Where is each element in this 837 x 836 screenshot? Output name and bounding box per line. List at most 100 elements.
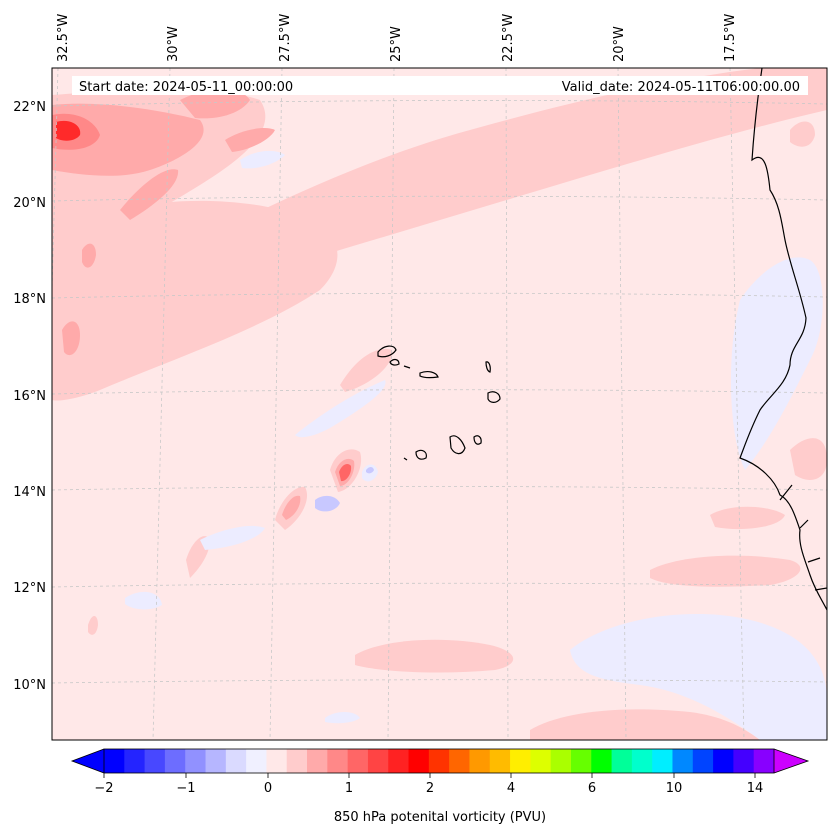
colorbar-segment [449, 749, 471, 773]
colorbar-segment [185, 749, 207, 773]
lat-label-20n: 20°N [13, 196, 46, 211]
lon-label-25w: 25°W [389, 26, 404, 62]
colorbar-segment [550, 749, 572, 773]
colorbar-segment [591, 749, 613, 773]
lat-label-18n: 18°N [13, 292, 46, 307]
colorbar-tick-label: 4 [507, 781, 515, 796]
colorbar-outline-ends-right [773, 748, 810, 774]
colorbar-segment [469, 749, 491, 773]
colorbar-segment [631, 749, 653, 773]
colorbar-outline-ends [70, 748, 105, 774]
cape-verde-islands [377, 345, 501, 461]
colorbar-segment [144, 749, 166, 773]
pv-s-neg2 [200, 525, 265, 550]
pv-central-pos-mid [282, 495, 301, 520]
lat-label-10n: 10°N [13, 678, 46, 693]
pv-e-blob [790, 438, 827, 480]
pv-se-blob [710, 506, 785, 530]
pv-central-neg3 [366, 467, 374, 474]
pv-s-neg3 [325, 712, 360, 724]
colorbar-segment [124, 749, 146, 773]
colorbar-tick-label: 10 [666, 781, 683, 796]
colorbar-segment [530, 749, 552, 773]
colorbar-extend-max [774, 749, 808, 773]
colorbar-segment [246, 749, 268, 773]
pv-w-blob [62, 321, 80, 356]
colorbar-outline [103, 748, 775, 774]
colorbar-segment [408, 749, 430, 773]
header-box [72, 76, 808, 95]
colorbar-segment [388, 749, 410, 773]
pv-south-positive [355, 639, 514, 673]
pv-north-blob [790, 121, 815, 147]
map-frame [51, 67, 828, 741]
pv-southeast-positive [650, 555, 801, 587]
pv-nw-streak2 [225, 128, 275, 152]
colorbar-segment [570, 749, 592, 773]
map-area[interactable] [40, 68, 827, 740]
colorbar-segment [510, 749, 531, 773]
colorbar-segments [104, 749, 775, 773]
colorbar-tick-label: 0 [264, 781, 272, 796]
pv-central-pos2-strong [339, 464, 352, 482]
pv-east-negative [730, 257, 823, 470]
pv-north-neg [240, 150, 285, 169]
lat-label-16n: 16°N [13, 389, 46, 404]
lon-label-17-5w: 17.5°W [723, 14, 738, 62]
gridlines [52, 68, 827, 740]
colorbar-segment [692, 749, 714, 773]
colorbar-extend-min [72, 749, 104, 773]
colorbar-segment [733, 749, 755, 773]
start-date-text: Start date: 2024-05-11_00:00:00 [79, 80, 293, 95]
colorbar-tick-label: 6 [588, 781, 596, 796]
colorbar: −2 −1 0 1 2 4 6 10 14 850 hPa potenital … [70, 748, 810, 825]
colorbar-label: 850 hPa potenital vorticity (PVU) [334, 810, 546, 825]
colorbar-segment [367, 749, 389, 773]
lat-label-14n: 14°N [13, 485, 46, 500]
lon-label-22-5w: 22.5°W [501, 14, 516, 62]
colorbar-segment [611, 749, 633, 773]
pv-central-band [340, 349, 393, 392]
colorbar-segment [327, 749, 349, 773]
valid-date-text: Valid_date: 2024-05-11T06:00:00.00 [562, 80, 800, 95]
pv-w-blob2 [82, 243, 96, 268]
coastline [739, 68, 827, 611]
pv-central-neg-streak [295, 380, 386, 438]
colorbar-segment [428, 749, 450, 773]
pv-nw-peak [56, 120, 81, 141]
lat-label-12n: 12°N [13, 581, 46, 596]
colorbar-segment [347, 749, 369, 773]
colorbar-tick-label: 14 [747, 781, 764, 796]
colorbar-segment [164, 749, 186, 773]
pv-s-neg [125, 591, 162, 610]
pv-s-blob2 [88, 615, 98, 635]
colorbar-tick-label: 1 [345, 781, 353, 796]
pv-nw-streak [120, 169, 179, 220]
lon-label-27-5w: 27.5°W [278, 14, 293, 62]
lon-label-30w: 30°W [166, 26, 181, 62]
colorbar-segment [266, 749, 288, 773]
colorbar-segment [307, 749, 328, 773]
pv-south-positive2 [530, 709, 760, 740]
pv-band-west [52, 200, 338, 401]
colorbar-segment [652, 749, 674, 773]
colorbar-segment [104, 749, 125, 773]
lon-label-32-5w: 32.5°W [56, 14, 71, 62]
colorbar-tick-label: 2 [426, 781, 434, 796]
colorbar-segment [225, 749, 247, 773]
pv-southeast-negative [570, 614, 827, 740]
colorbar-segment [205, 749, 227, 773]
colorbar-segment [713, 749, 734, 773]
colorbar-segment [286, 749, 308, 773]
colorbar-ticks [103, 773, 756, 778]
colorbar-segment [672, 749, 694, 773]
colorbar-segment [753, 749, 775, 773]
pv-nw-mid2 [180, 88, 250, 119]
colorbar-segment [489, 749, 511, 773]
pv-central-neg [315, 495, 340, 512]
colorbar-tick-label: −1 [176, 781, 195, 796]
lon-label-20w: 20°W [612, 26, 627, 62]
lat-label-22n: 22°N [13, 100, 46, 115]
colorbar-tick-label: −2 [94, 781, 113, 796]
